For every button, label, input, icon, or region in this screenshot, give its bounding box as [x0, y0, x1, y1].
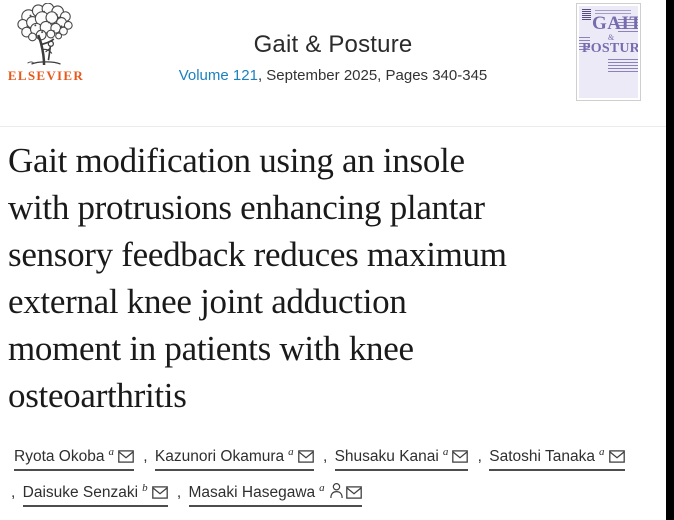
- author-separator: ,: [477, 448, 487, 466]
- author: , Kazunori Okamura a: [140, 446, 314, 472]
- author-name: Masaki Hasegawa: [188, 484, 316, 502]
- author-name: Shusaku Kanai: [334, 448, 439, 466]
- journal-cover-art: GAIT & POSTURE: [579, 6, 638, 98]
- author-link[interactable]: Kazunori Okamura a: [154, 446, 314, 472]
- author-name: Daisuke Senzaki: [22, 484, 139, 502]
- envelope-icon: [151, 486, 168, 500]
- cover-title-posture: POSTURE: [582, 41, 638, 56]
- author-list: Ryota Okoba a , Kazunori Okamura a , Shusa…: [8, 446, 666, 518]
- envelope-icon: [345, 486, 362, 500]
- author-link[interactable]: Masaki Hasegawa a: [188, 482, 362, 508]
- article-title-line: external knee joint adduction: [8, 282, 407, 321]
- cover-ampersand: &: [608, 33, 615, 42]
- author: , Daisuke Senzaki b: [8, 482, 168, 508]
- author: , Masaki Hasegawa a: [174, 482, 362, 508]
- citation-line: Volume 121, September 2025, Pages 340-34…: [0, 67, 666, 84]
- article-title-line: Gait modification using an insole: [8, 141, 465, 180]
- author-separator: ,: [143, 448, 152, 466]
- journal-cover-thumbnail[interactable]: GAIT & POSTURE: [576, 3, 641, 101]
- corresponding-author-icon: [329, 483, 343, 499]
- envelope-icon: [118, 450, 134, 463]
- author-row: , Daisuke Senzaki b , Masaki Hasegawa a: [8, 482, 666, 508]
- author-row: Ryota Okoba a , Kazunori Okamura a , Shusa…: [8, 446, 666, 472]
- journal-title-link[interactable]: Gait & Posture: [253, 31, 413, 58]
- header-divider: [0, 126, 666, 127]
- article-title-line: sensory feedback reduces maximum: [8, 235, 507, 274]
- elsevier-tree-logo: [17, 3, 73, 66]
- screen-edge-bar: [666, 0, 674, 520]
- author-separator: ,: [322, 448, 332, 466]
- author: , Shusaku Kanai a: [320, 446, 469, 472]
- author-separator: ,: [176, 484, 186, 502]
- author: , Satoshi Tanaka a: [475, 446, 625, 472]
- journal-title-block: Gait & Posture Volume 121, September 202…: [0, 31, 666, 84]
- affiliation-superscript: a: [599, 446, 605, 458]
- author-name: Ryota Okoba: [14, 448, 105, 466]
- affiliation-superscript: a: [288, 446, 294, 458]
- cover-hatch-lines: [608, 59, 638, 73]
- article-title-line: osteoarthritis: [8, 376, 187, 415]
- cover-hatch-lines: [618, 19, 638, 34]
- author-link[interactable]: Shusaku Kanai a: [334, 446, 469, 472]
- envelope-icon: [297, 450, 314, 463]
- cover-stamp-icon: [582, 9, 591, 20]
- affiliation-superscript: a: [442, 446, 449, 458]
- affiliation-superscript: a: [108, 446, 114, 458]
- elsevier-wordmark: ELSEVIER: [7, 68, 85, 83]
- cover-title-gait: GAIT: [592, 13, 638, 34]
- citation-rest: , September 2025, Pages 340-345: [257, 67, 488, 84]
- author-link[interactable]: Daisuke Senzaki b: [22, 482, 168, 508]
- elsevier-logo[interactable]: ELSEVIER: [6, 3, 86, 84]
- envelope-icon: [608, 450, 625, 463]
- author-name: Satoshi Tanaka: [489, 448, 596, 466]
- author-separator: ,: [11, 484, 20, 502]
- envelope-icon: [452, 450, 469, 463]
- cover-hatch-lines: [579, 37, 590, 52]
- cover-masthead-text: [595, 10, 631, 15]
- journal-banner: ELSEVIER Gait & Posture Volume 121, Sept…: [0, 0, 666, 126]
- article-title-line: with protrusions enhancing plantar: [8, 188, 485, 227]
- affiliation-superscript: a: [319, 482, 325, 495]
- author-link[interactable]: Ryota Okoba a: [14, 446, 134, 472]
- article-title: Gait modification using an insole with p…: [8, 137, 663, 419]
- article-title-line: moment in patients with knee: [8, 329, 414, 368]
- volume-link[interactable]: Volume 121: [178, 67, 258, 84]
- author-name: Kazunori Okamura: [154, 448, 285, 466]
- author: Ryota Okoba a: [8, 446, 134, 472]
- affiliation-superscript: b: [142, 482, 148, 495]
- author-link[interactable]: Satoshi Tanaka a: [489, 446, 625, 472]
